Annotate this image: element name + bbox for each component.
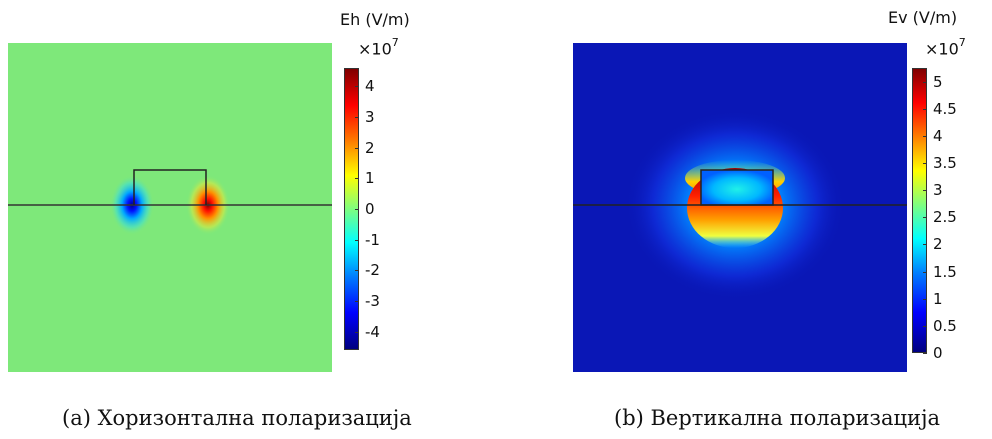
colorbar-tick-label: 4.5 — [933, 100, 957, 118]
caption: (b) Вертикална поларизација — [614, 406, 941, 430]
colorbar-tick-label: 1.5 — [933, 263, 957, 281]
colorbar-tick-mark — [355, 178, 359, 179]
field-background-a — [8, 43, 332, 372]
unit-label: Ev (V/m) — [888, 8, 958, 27]
colorbar-tick-label: 4 — [365, 77, 375, 95]
rectangle-outline — [133, 169, 207, 205]
colorbar-tick-mark — [923, 109, 927, 110]
multiplier-label: ×107 — [925, 36, 966, 59]
colorbar-tick-mark — [355, 240, 359, 241]
colorbar-tick-label: 0 — [365, 200, 375, 218]
colorbar-tick-label: 2 — [933, 235, 943, 253]
colorbar-tick-mark — [923, 244, 927, 245]
rectangle-interior — [701, 170, 773, 205]
colorbar-tick-label: -2 — [365, 261, 380, 279]
colorbar-tick-mark — [355, 117, 359, 118]
colorbar-tick-label: 3.5 — [933, 154, 957, 172]
colorbar-tick-mark — [355, 270, 359, 271]
colorbar-tick-mark — [923, 326, 927, 327]
colorbar-tick-mark — [355, 332, 359, 333]
caption: (a) Хоризонтална поларизација — [62, 406, 412, 430]
colorbar-tick-mark — [923, 272, 927, 273]
colorbar-tick-label: 3 — [365, 108, 375, 126]
colorbar — [912, 68, 927, 353]
colorbar-tick-label: -3 — [365, 292, 380, 310]
colorbar-tick-mark — [355, 86, 359, 87]
colorbar-tick-mark — [923, 163, 927, 164]
colorbar-tick-mark — [355, 209, 359, 210]
colorbar-tick-mark — [923, 82, 927, 83]
colorbar-tick-label: 4 — [933, 127, 943, 145]
colorbar-tick-mark — [923, 353, 927, 354]
colorbar-tick-label: 1 — [365, 169, 375, 187]
colorbar-tick-mark — [923, 190, 927, 191]
colorbar-tick-mark — [923, 217, 927, 218]
colorbar-tick-label: -1 — [365, 231, 380, 249]
colorbar-tick-mark — [355, 301, 359, 302]
colorbar-tick-label: 3 — [933, 181, 943, 199]
colorbar-tick-label: 0.5 — [933, 317, 957, 335]
colorbar-tick-label: 0 — [933, 344, 943, 362]
unit-label: Eh (V/m) — [340, 10, 410, 29]
rectangle-outline — [700, 169, 774, 206]
field-plot-b — [573, 43, 907, 372]
multiplier-label: ×107 — [358, 36, 399, 59]
colorbar-tick-mark — [923, 136, 927, 137]
colorbar-tick-mark — [923, 299, 927, 300]
panel-a: Eh (V/m) ×107 4 3 2 1 0 -1 -2 -3 -4 (a) Хоризонт… — [8, 10, 412, 430]
colorbar-tick-label: 2 — [365, 139, 375, 157]
colorbar-tick-label: 5 — [933, 73, 943, 91]
field-plot-a — [8, 43, 332, 372]
colorbar-tick-label: -4 — [365, 323, 380, 341]
colorbar-tick-label: 2.5 — [933, 208, 957, 226]
colorbar-tick-label: 1 — [933, 290, 943, 308]
colorbar-tick-mark — [355, 148, 359, 149]
